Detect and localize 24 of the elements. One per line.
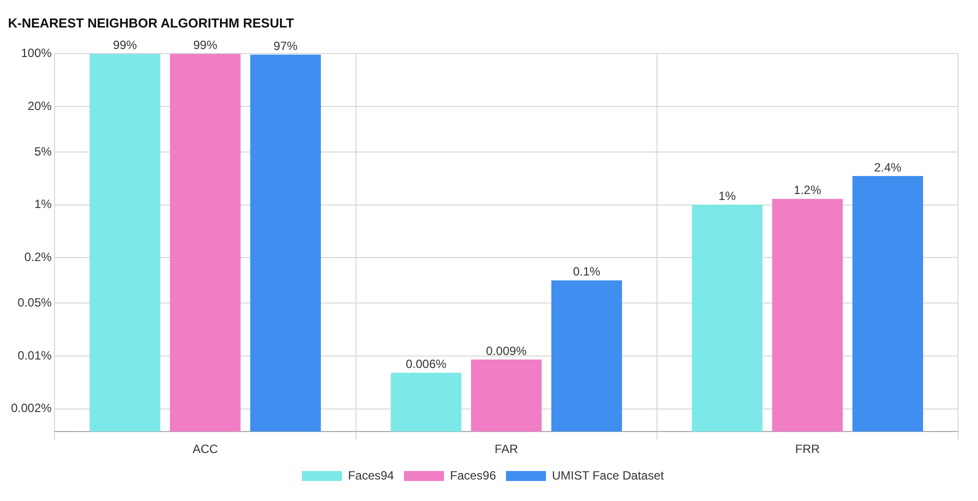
legend-label: UMIST Face Dataset xyxy=(552,468,664,482)
data-label: 1% xyxy=(718,189,736,204)
data-label: 0.1% xyxy=(572,264,601,279)
data-label: 97% xyxy=(274,38,298,53)
data-label: 99% xyxy=(193,38,218,52)
y-tick-label: 0.01% xyxy=(18,348,52,362)
x-tick-label: FRR xyxy=(795,442,820,456)
data-label: 2.4% xyxy=(874,160,902,174)
legend-label: Faces96 xyxy=(450,468,496,482)
data-label: 99% xyxy=(112,38,138,52)
chart-title: K-NEAREST NEIGHBOR ALGORITHM RESULT xyxy=(8,15,294,30)
y-tick-label: 1% xyxy=(34,197,52,212)
x-tick-label: FAR xyxy=(494,442,518,456)
data-label: 0.006% xyxy=(406,357,447,372)
y-tick-label: 5% xyxy=(34,144,52,158)
data-label: 0.009% xyxy=(486,344,528,358)
y-tick-label: 0.002% xyxy=(10,401,52,416)
y-tick-label: 0.05% xyxy=(18,295,52,310)
y-tick-label: 100% xyxy=(20,46,52,60)
y-tick-label: 0.2% xyxy=(24,250,52,264)
legend-label: Faces94 xyxy=(348,468,394,482)
x-tick-label: ACC xyxy=(192,442,218,456)
y-tick-label: 20% xyxy=(28,98,52,113)
data-label: 1.2% xyxy=(794,183,822,198)
